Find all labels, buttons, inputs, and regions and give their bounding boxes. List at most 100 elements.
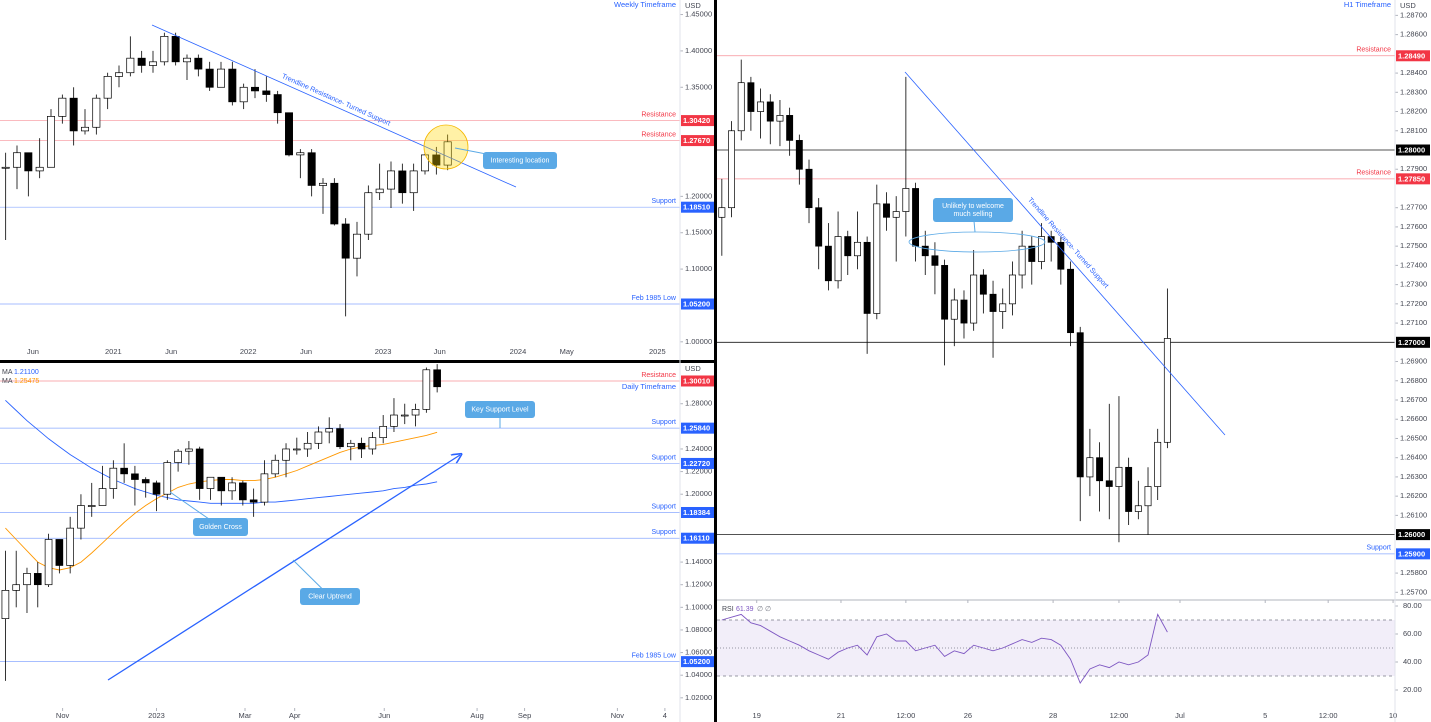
- price-box-label: 1.27670: [683, 136, 710, 145]
- candle-body: [103, 76, 112, 99]
- candle-body: [293, 448, 301, 451]
- candle-body: [228, 68, 237, 103]
- candle-body: [98, 488, 107, 506]
- y-tick-label: 1.27100: [1400, 318, 1427, 327]
- candle-body: [163, 462, 172, 495]
- candle-body: [353, 233, 361, 259]
- ma-name: MA: [2, 369, 13, 376]
- price-box: [681, 375, 715, 387]
- candle-body: [364, 192, 373, 235]
- x-tick-label: 2023: [148, 711, 165, 720]
- candle-body: [805, 168, 813, 209]
- candle-body: [282, 448, 290, 461]
- y-tick-label: 60.00: [1403, 629, 1422, 638]
- y-tick-label: 1.28400: [1400, 68, 1427, 77]
- level-label: Support: [651, 503, 676, 510]
- candle-body: [260, 473, 269, 503]
- price-box-label: 1.05200: [683, 299, 710, 308]
- y-tick-label: 1.12000: [685, 580, 712, 589]
- x-tick-label: 19: [753, 711, 761, 720]
- y-tick-label: 1.28300: [1400, 87, 1427, 96]
- rsi-line: [721, 613, 1168, 684]
- y-tick-label: 1.26900: [1400, 357, 1427, 366]
- candle-body: [35, 166, 44, 172]
- candle-body: [883, 203, 890, 218]
- candle-body: [1144, 486, 1152, 507]
- candle-body: [931, 255, 939, 266]
- candle-body: [296, 152, 305, 156]
- candle-body: [109, 467, 118, 489]
- y-tick-label: 1.27400: [1400, 260, 1427, 269]
- price-box-label: 1.18510: [683, 203, 710, 212]
- candle-body: [341, 223, 350, 259]
- x-tick-label: May: [560, 347, 574, 356]
- price-box-label: 1.30420: [683, 116, 710, 125]
- y-tick-label: 1.04000: [685, 670, 712, 679]
- candle-body: [1163, 338, 1171, 443]
- callout-text: Clear Uptrend: [308, 593, 352, 600]
- x-tick-label: Nov: [56, 711, 70, 720]
- price-box-label: 1.25900: [1398, 549, 1425, 558]
- candle-body: [336, 428, 344, 448]
- candle-body: [834, 236, 842, 282]
- candle-body: [239, 86, 248, 103]
- x-tick-label: 2021: [105, 347, 122, 356]
- candle-body: [23, 573, 31, 586]
- price-box-label: 1.18384: [683, 508, 711, 517]
- candle-body: [13, 152, 21, 168]
- candle-body: [251, 86, 259, 92]
- candle-body: [1115, 466, 1123, 487]
- callout-box: [300, 588, 360, 605]
- candle-body: [400, 414, 409, 417]
- candle-body: [314, 431, 323, 444]
- candle-body: [137, 57, 146, 66]
- x-tick-label: Jun: [165, 347, 177, 356]
- candle-body: [206, 476, 215, 489]
- y-tick-label: 1.28100: [1400, 126, 1427, 135]
- level-label: Resistance: [1356, 47, 1391, 54]
- y-tick-label: 1.40000: [685, 46, 712, 55]
- y-tick-label: 1.45000: [685, 10, 712, 19]
- candle-body: [786, 115, 794, 141]
- price-box-label: 1.26000: [1398, 530, 1425, 539]
- candle-body: [368, 437, 377, 450]
- callout-box: [465, 401, 535, 418]
- candle-body: [273, 94, 282, 114]
- y-tick-label: 1.15000: [685, 228, 712, 237]
- price-box: [681, 532, 715, 544]
- y-tick-label: 1.10000: [685, 602, 712, 611]
- price-box: [681, 457, 715, 469]
- x-tick-label: Mar: [239, 711, 252, 720]
- candle-body: [421, 154, 429, 172]
- y-tick-label: 80.00: [1403, 601, 1422, 610]
- candle-body: [87, 505, 96, 507]
- y-tick-label: 1.27200: [1400, 299, 1427, 308]
- y-tick-label: 1.27700: [1400, 203, 1427, 212]
- price-box-label: 1.05200: [683, 657, 710, 666]
- x-tick-label: 2022: [240, 347, 257, 356]
- candle-body: [863, 241, 871, 314]
- candle-body: [66, 527, 74, 566]
- x-tick-label: 21: [837, 711, 845, 720]
- candle-body: [766, 101, 774, 122]
- candle-body: [950, 299, 958, 320]
- candle-body: [69, 97, 78, 132]
- price-box: [1396, 50, 1430, 62]
- y-tick-label: 1.02000: [685, 693, 712, 702]
- candle-body: [989, 293, 997, 312]
- candle-body: [141, 479, 150, 484]
- candle-body: [422, 369, 431, 410]
- y-tick-label: 1.26200: [1400, 491, 1427, 500]
- candle-body: [1125, 466, 1133, 512]
- candle-body: [1, 590, 10, 619]
- candle-body: [941, 265, 949, 320]
- candle-body: [1038, 236, 1045, 262]
- level-label: Resistance: [641, 372, 676, 379]
- y-tick-label: 1.26500: [1400, 433, 1427, 442]
- trendline: [151, 24, 517, 188]
- candle-body: [239, 482, 247, 501]
- candle-body: [205, 68, 214, 88]
- candle-body: [390, 414, 398, 427]
- highlight-ellipse: [908, 231, 1046, 253]
- y-tick-label: 1.28200: [1400, 107, 1427, 116]
